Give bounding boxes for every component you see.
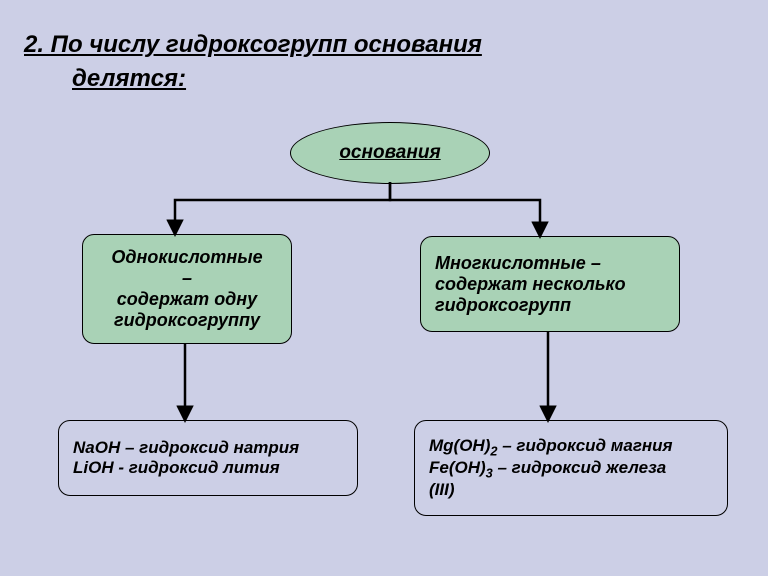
edge-root-left_cat bbox=[175, 182, 390, 230]
page-title: 2. По числу гидроксогрупп основания деля… bbox=[24, 28, 482, 96]
left_cat-line: Однокислотные bbox=[97, 247, 277, 268]
left_cat-line: содержат одну bbox=[97, 289, 277, 310]
left_cat-line: – bbox=[97, 268, 277, 289]
left_cat-line: гидроксогруппу bbox=[97, 310, 277, 331]
right_ex-line: (III) bbox=[429, 480, 713, 500]
right_ex-line: Fe(OH)3 – гидроксид железа bbox=[429, 458, 713, 480]
edge-root-right_cat bbox=[390, 182, 540, 232]
node-right-category: Многкислотные –содержат несколькогидрокс… bbox=[420, 236, 680, 332]
node-root-label: основания bbox=[339, 142, 440, 164]
right_cat-line: Многкислотные – bbox=[435, 253, 665, 274]
title-line2-wrap: делятся: bbox=[72, 62, 482, 96]
right_cat-line: содержат несколько bbox=[435, 274, 665, 295]
title-suffix: : bbox=[178, 62, 186, 96]
title-line2: делятся bbox=[72, 62, 178, 96]
right_ex-line: Mg(OH)2 – гидроксид магния bbox=[429, 436, 713, 458]
node-left-category: Однокислотные–содержат однугидроксогрупп… bbox=[82, 234, 292, 344]
left_ex-line: NaOH – гидроксид натрия bbox=[73, 438, 343, 458]
left_ex-line: LiOH - гидроксид лития bbox=[73, 458, 343, 478]
node-left-examples: NaOH – гидроксид натрияLiOH - гидроксид … bbox=[58, 420, 358, 496]
node-right-examples: Mg(OH)2 – гидроксид магнияFe(OH)3 – гидр… bbox=[414, 420, 728, 516]
right_cat-line: гидроксогрупп bbox=[435, 295, 665, 316]
node-root: основания bbox=[290, 122, 490, 184]
title-line1: 2. По числу гидроксогрупп основания bbox=[24, 28, 482, 62]
